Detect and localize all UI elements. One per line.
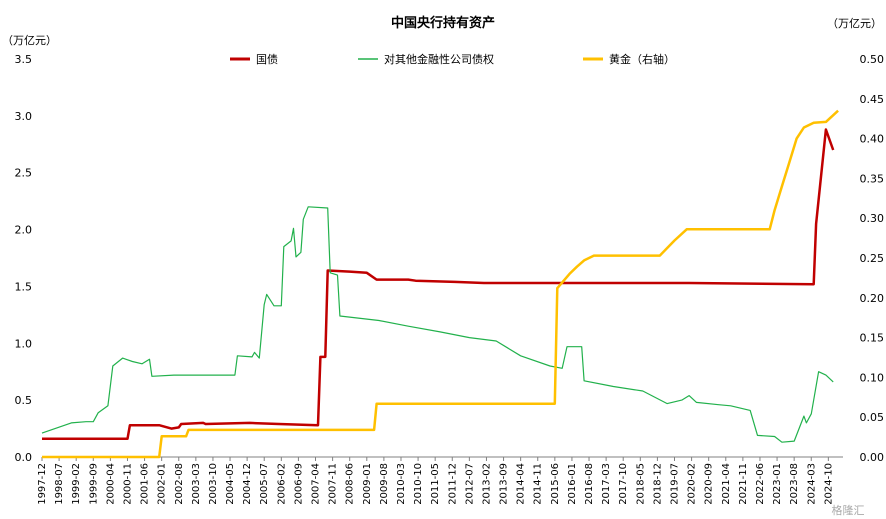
x-tick-label: 2019-07 — [669, 463, 680, 505]
x-tick-label: 2007-11 — [328, 463, 339, 505]
x-tick-label: 2010-10 — [413, 463, 424, 505]
x-tick-label: 1997-12 — [37, 463, 48, 505]
right-tick-label: 0.45 — [860, 93, 885, 106]
x-tick-label: 2023-08 — [789, 463, 800, 505]
x-tick-label: 1999-09 — [88, 463, 99, 505]
right-tick-label: 0.05 — [860, 411, 885, 424]
right-tick-label: 0.50 — [860, 53, 885, 66]
x-tick-label: 2018-05 — [635, 463, 646, 505]
left-tick-label: 2.5 — [15, 167, 33, 180]
series-line-0 — [42, 128, 835, 441]
x-tick-label: 1999-02 — [71, 463, 82, 505]
x-tick-label: 2010-03 — [396, 463, 407, 505]
x-tick-label: 2020-02 — [687, 463, 698, 505]
x-tick-label: 1998-07 — [54, 463, 65, 505]
left-tick-label: 3.0 — [15, 110, 33, 123]
x-tick-label: 2011-05 — [430, 463, 441, 505]
x-tick-label: 2017-03 — [601, 463, 612, 505]
x-tick-label: 2012-07 — [464, 463, 475, 505]
left-tick-label: 1.5 — [15, 280, 33, 293]
series-layer — [41, 109, 839, 459]
x-tick-label: 2004-12 — [242, 463, 253, 505]
x-tick-label: 2013-09 — [499, 463, 510, 505]
left-axis-unit: （万亿元） — [2, 34, 57, 47]
x-tick-label: 2020-09 — [704, 463, 715, 505]
x-tick-label: 2018-12 — [652, 463, 663, 505]
x-tick-label: 2013-02 — [481, 463, 492, 505]
right-tick-label: 0.35 — [860, 172, 885, 185]
left-tick-label: 2.0 — [15, 224, 33, 237]
x-tick-label: 2014-11 — [533, 463, 544, 505]
x-tick-label: 2007-04 — [311, 463, 322, 505]
x-tick-label: 2016-08 — [584, 463, 595, 505]
left-tick-label: 3.5 — [15, 53, 33, 66]
x-tick-label: 2001-06 — [140, 463, 151, 505]
x-tick-label: 2006-02 — [276, 463, 287, 505]
x-tick-label: 2021-04 — [721, 463, 732, 505]
left-tick-label: 0.0 — [15, 451, 33, 464]
x-tick-label: 2021-11 — [738, 463, 749, 505]
x-tick-label: 2005-07 — [259, 463, 270, 505]
left-tick-label: 0.5 — [15, 394, 33, 407]
left-tick-label: 1.0 — [15, 337, 33, 350]
x-tick-label: 2003-10 — [208, 463, 219, 505]
legend-label-1: 对其他金融性公司债权 — [384, 52, 494, 66]
x-tick-label: 2015-06 — [550, 463, 561, 505]
axes: 0.0 0.5 1.0 1.5 2.0 2.5 3.0 3.5 0.00 0.05 0.10 0.15… — [15, 53, 885, 505]
x-tick-label: 2009-08 — [379, 463, 390, 505]
x-tick-label: 2023-01 — [772, 463, 783, 505]
x-tick-label: 2004-05 — [225, 463, 236, 505]
x-tick-label: 2009-01 — [362, 463, 373, 505]
x-tick-label: 2008-06 — [345, 463, 356, 505]
x-tick-label: 2024-10 — [823, 463, 834, 505]
right-tick-label: 0.00 — [860, 451, 885, 464]
legend-label-2: 黄金（右轴） — [609, 52, 675, 66]
right-tick-label: 0.20 — [860, 292, 885, 305]
right-tick-label: 0.10 — [860, 371, 885, 384]
x-tick-label: 2011-12 — [447, 463, 458, 505]
x-tick-label: 2024-03 — [806, 463, 817, 505]
x-tick-label: 2006-09 — [293, 463, 304, 505]
right-tick-label: 0.15 — [860, 332, 885, 345]
x-tick-label: 2014-04 — [516, 463, 527, 505]
x-tick-label: 2002-01 — [157, 463, 168, 505]
x-tick-label: 2017-10 — [618, 463, 629, 505]
chart-title: 中国央行持有资产 — [391, 15, 495, 31]
legend: 国债 对其他金融性公司债权 黄金（右轴） — [230, 52, 675, 66]
right-tick-label: 0.30 — [860, 212, 885, 225]
legend-label-0: 国债 — [256, 52, 278, 66]
series-line-2 — [42, 109, 839, 459]
right-tick-label: 0.40 — [860, 133, 885, 146]
series-line-1 — [41, 206, 834, 443]
x-tick-label: 2022-06 — [755, 463, 766, 505]
watermark: 格隆汇 — [832, 503, 865, 517]
right-axis-unit: （万亿元） — [827, 17, 882, 30]
x-tick-label: 2000-11 — [122, 463, 133, 505]
x-tick-label: 2000-04 — [105, 463, 116, 505]
right-tick-label: 0.25 — [860, 252, 885, 265]
x-tick-label: 2016-01 — [567, 463, 578, 505]
x-tick-label: 2002-08 — [174, 463, 185, 505]
x-tick-label: 2003-03 — [191, 463, 202, 505]
